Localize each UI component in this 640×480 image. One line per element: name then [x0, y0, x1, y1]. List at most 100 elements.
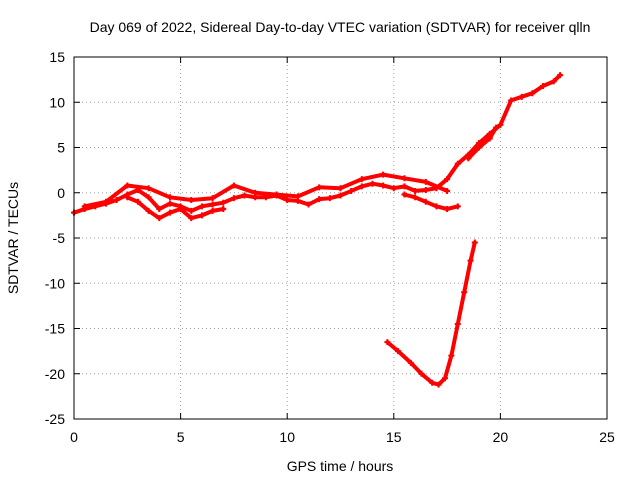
data-point: [124, 194, 131, 201]
data-point: [188, 215, 195, 222]
data-point: [550, 78, 557, 85]
data-point: [358, 183, 365, 190]
data-point: [401, 175, 408, 182]
y-tick-label: 0: [57, 185, 65, 201]
data-point: [198, 203, 205, 210]
data-point: [384, 339, 391, 346]
data-point: [465, 155, 472, 162]
data-point: [454, 320, 461, 327]
data-point: [177, 206, 184, 213]
data-point: [429, 379, 436, 386]
data-point: [412, 194, 419, 201]
data-point: [401, 191, 408, 198]
data-point: [305, 201, 312, 208]
series-late-dip: [401, 191, 461, 213]
series-line-main: [72, 73, 563, 215]
data-point: [252, 189, 259, 196]
grid: [74, 57, 607, 419]
data-point: [422, 178, 429, 185]
x-tick-label: 0: [70, 429, 78, 445]
data-point: [156, 215, 163, 222]
y-tick-label: 5: [57, 140, 65, 156]
data-point: [294, 193, 301, 200]
data-point: [284, 196, 291, 203]
data-point: [166, 209, 173, 216]
data-point: [486, 135, 493, 142]
data-point: [461, 289, 468, 296]
y-tick-label: -15: [45, 321, 65, 337]
data-point: [230, 195, 237, 202]
y-tick-label: -5: [53, 230, 66, 246]
data-point: [454, 160, 461, 167]
data-point: [497, 121, 504, 128]
data-point: [380, 171, 387, 178]
y-tick-label: -25: [45, 411, 65, 427]
data-point: [508, 97, 515, 104]
data-point: [166, 200, 173, 207]
x-tick-label: 10: [279, 429, 295, 445]
data-point: [188, 207, 195, 214]
data-point: [529, 90, 536, 97]
data-point: [418, 370, 425, 377]
y-tick-label: 10: [49, 94, 65, 110]
data-point: [518, 93, 525, 100]
series-line-rise-branch: [466, 125, 499, 161]
data-point: [241, 192, 248, 199]
y-axis-label: SDTVAR / TECUs: [5, 182, 21, 294]
data-point: [145, 194, 152, 201]
data-point: [454, 203, 461, 210]
series-line-lower-excursion: [125, 195, 226, 221]
data-point: [395, 348, 402, 355]
data-point: [198, 212, 205, 219]
data-point: [348, 187, 355, 194]
data-point: [390, 185, 397, 192]
data-point: [557, 72, 564, 79]
data-point: [444, 187, 451, 194]
data-point: [209, 201, 216, 208]
data-point: [81, 203, 88, 210]
series-rise-branch: [465, 124, 500, 162]
data-point: [102, 198, 109, 205]
data-point: [124, 182, 131, 189]
x-tick-label: 20: [493, 429, 509, 445]
data-point: [476, 144, 483, 151]
data-point: [401, 183, 408, 190]
data-point: [441, 375, 448, 382]
data-point: [113, 196, 120, 203]
ticks: 0 5 10 15 20 25 15 10 5 0 -5 -10 -15 -20 -25: [45, 49, 615, 445]
series-layer: [71, 72, 564, 388]
data-point: [407, 359, 414, 366]
data-point: [471, 239, 478, 246]
series-lower-excursion: [124, 194, 227, 222]
data-point: [412, 187, 419, 194]
data-point: [337, 185, 344, 192]
data-point: [337, 192, 344, 199]
chart-title: Day 069 of 2022, Sidereal Day-to-day VTE…: [90, 19, 591, 35]
data-point: [166, 194, 173, 201]
y-tick-label: -20: [45, 366, 65, 382]
data-point: [156, 206, 163, 213]
data-point: [467, 257, 474, 264]
x-tick-label: 15: [386, 429, 402, 445]
data-point: [326, 195, 333, 202]
series-line-deep-drop: [385, 240, 477, 387]
data-point: [230, 182, 237, 189]
data-point: [493, 124, 500, 131]
data-point: [209, 207, 216, 214]
data-point: [316, 196, 323, 203]
data-point: [380, 182, 387, 189]
data-point: [145, 207, 152, 214]
data-point: [134, 198, 141, 205]
y-tick-label: 15: [49, 49, 65, 65]
data-point: [273, 191, 280, 198]
x-tick-label: 5: [177, 429, 185, 445]
data-point: [422, 187, 429, 194]
data-point: [188, 196, 195, 203]
data-point: [209, 195, 216, 202]
data-point: [220, 199, 227, 206]
data-point: [358, 176, 365, 183]
data-point: [433, 203, 440, 210]
data-point: [540, 82, 547, 89]
series-line-upper-band: [82, 172, 450, 209]
